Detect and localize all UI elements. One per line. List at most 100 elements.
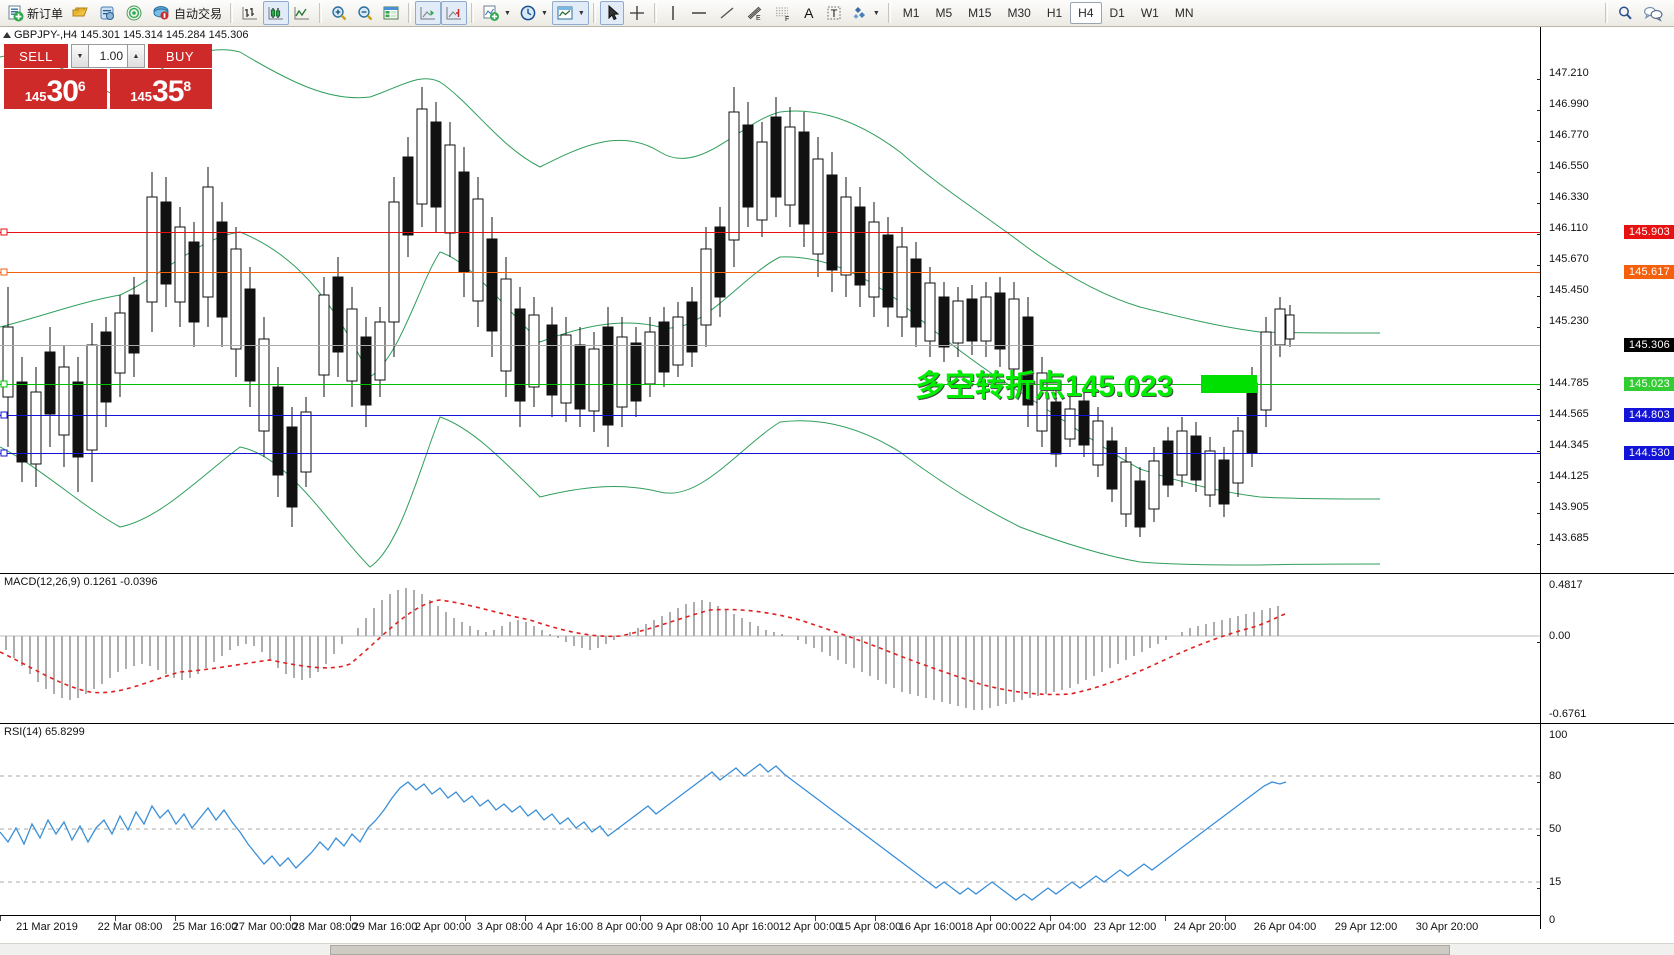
- sell-button[interactable]: SELL: [4, 44, 68, 68]
- price-tick: 144.125: [1537, 470, 1589, 488]
- cursor-button[interactable]: [599, 1, 624, 25]
- level-line-144-530[interactable]: [0, 453, 1540, 454]
- level-line-144-803[interactable]: [0, 415, 1540, 416]
- horizontal-line-button[interactable]: [685, 1, 713, 25]
- chevron-down-icon[interactable]: ▼: [504, 9, 511, 17]
- price-pane[interactable]: GBPJPY-,H4 145.301 145.314 145.284 145.3…: [0, 27, 1674, 573]
- candle-group-4: [546, 87, 768, 447]
- volume-stepper[interactable]: ▼ 1.00 ▲: [71, 44, 145, 68]
- zoom-in-button[interactable]: [326, 1, 352, 25]
- rsi-pane[interactable]: RSI(14) 65.8299 100 80 50 15 0: [0, 723, 1674, 929]
- equidistant-channel-button[interactable]: E: [741, 1, 769, 25]
- price-axis[interactable]: 147.210 146.990 146.770 146.550 146.330 …: [1537, 27, 1674, 573]
- chevron-down-icon[interactable]: ▼: [577, 9, 585, 17]
- chat-button[interactable]: [1638, 1, 1668, 25]
- candlestick-chart-button[interactable]: [263, 1, 290, 25]
- trend-line-button[interactable]: [713, 1, 741, 25]
- chart-shift-button[interactable]: [415, 1, 442, 25]
- timeframe-m5[interactable]: M5: [935, 6, 953, 20]
- level-handle-145-617[interactable]: [0, 268, 8, 276]
- level-handle-145-023[interactable]: [0, 380, 8, 388]
- macd-pane[interactable]: MACD(12,26,9) 0.1261 -0.0396: [0, 573, 1674, 723]
- new-order-button[interactable]: 新订单: [2, 1, 67, 25]
- level-handle-144-803[interactable]: [0, 411, 8, 419]
- volume-input[interactable]: 1.00: [99, 49, 123, 63]
- fibonacci-button[interactable]: F: [769, 1, 797, 25]
- volume-decrease-icon[interactable]: ▼: [72, 45, 89, 67]
- timeframe-m1[interactable]: M1: [902, 6, 920, 20]
- price-label-current: 145.306: [1623, 338, 1674, 352]
- level-handle-144-530[interactable]: [0, 449, 8, 457]
- level-line-145-023[interactable]: [0, 384, 1540, 385]
- price-label-145-023[interactable]: 145.023: [1623, 377, 1674, 391]
- text-button[interactable]: A: [797, 1, 821, 25]
- crosshair-button[interactable]: [624, 1, 650, 25]
- price-label-144-803[interactable]: 144.803: [1623, 408, 1674, 422]
- period-button[interactable]: ▼: [515, 1, 552, 25]
- price-plot[interactable]: 多空转折点145.023: [0, 27, 1540, 573]
- trend-line-icon: [720, 7, 734, 19]
- buy-button[interactable]: BUY: [148, 44, 212, 68]
- bar-chart-button[interactable]: [237, 1, 263, 25]
- chevron-down-icon[interactable]: ▼: [872, 9, 880, 17]
- auto-trading-icon: [153, 6, 169, 20]
- horizontal-scrollbar[interactable]: [0, 943, 1674, 955]
- level-handle-145-903[interactable]: [0, 228, 8, 236]
- buy-price-whole: 145: [130, 89, 153, 104]
- timeframe-w1[interactable]: W1: [1140, 6, 1159, 20]
- folder-button[interactable]: [67, 1, 94, 25]
- time-axis[interactable]: 21 Mar 2019 22 Mar 08:00 25 Mar 16:00 27…: [0, 915, 1540, 941]
- text-label-icon: T: [827, 6, 841, 20]
- pivot-annotation: 多空转折点145.023: [915, 370, 1174, 403]
- data-window-button[interactable]: [378, 1, 404, 25]
- sell-price-display[interactable]: 145 30 6: [4, 69, 107, 109]
- scrollbar-thumb[interactable]: [330, 945, 1450, 955]
- indicators-button[interactable]: ▼: [551, 1, 589, 25]
- timeframe-m30[interactable]: M30: [1007, 6, 1031, 20]
- templates-button[interactable]: ▼: [478, 1, 515, 25]
- zoom-out-button[interactable]: [352, 1, 378, 25]
- time-separator: [990, 916, 991, 921]
- buy-price-display[interactable]: 145 35 8: [109, 69, 212, 109]
- rsi-chart-svg: [0, 763, 1540, 901]
- toolbar-right-group: [1601, 1, 1674, 25]
- text-label-button[interactable]: T: [821, 1, 847, 25]
- time-label: 26 Apr 04:00: [1253, 921, 1317, 933]
- vertical-line-button[interactable]: [661, 1, 685, 25]
- time-label: 30 Apr 20:00: [1415, 921, 1479, 933]
- auto-scroll-icon: [446, 7, 462, 20]
- timeframe-h1[interactable]: H1: [1046, 6, 1063, 20]
- rsi-plot[interactable]: [0, 724, 1540, 929]
- timeframe-m15[interactable]: M15: [968, 6, 992, 20]
- print-preview-button[interactable]: [94, 1, 121, 25]
- time-separator: [640, 916, 641, 921]
- auto-trading-button[interactable]: 自动交易: [148, 1, 226, 25]
- timeframe-d1[interactable]: D1: [1109, 6, 1125, 20]
- timeframe-h4[interactable]: H4: [1070, 2, 1102, 24]
- signal-button[interactable]: [121, 1, 148, 25]
- price-label-145-903[interactable]: 145.903: [1623, 225, 1674, 239]
- horizontal-line-icon: [691, 12, 706, 14]
- timeframe-mn[interactable]: MN: [1174, 6, 1194, 20]
- shapes-button[interactable]: ▼: [847, 1, 884, 25]
- clock-icon: [520, 5, 536, 21]
- line-chart-button[interactable]: [289, 1, 315, 25]
- volume-increase-icon[interactable]: ▲: [127, 45, 144, 67]
- macd-plot[interactable]: [0, 574, 1540, 723]
- level-line-145-903[interactable]: [0, 232, 1540, 233]
- auto-scroll-button[interactable]: [441, 1, 468, 25]
- candle-group-6: [994, 277, 1216, 537]
- price-label-144-530[interactable]: 144.530: [1623, 446, 1674, 460]
- level-line-145-617[interactable]: [0, 272, 1540, 273]
- chart-area[interactable]: GBPJPY-,H4 145.301 145.314 145.284 145.3…: [0, 27, 1674, 955]
- auto-trading-label: 自动交易: [174, 6, 223, 21]
- one-click-trading-panel[interactable]: SELL ▼ 1.00 ▲ BUY 145 30 6 145 35 8: [4, 44, 212, 109]
- price-tick: 146.330: [1537, 191, 1589, 209]
- chevron-down-icon[interactable]: ▼: [540, 9, 548, 17]
- search-button[interactable]: [1612, 1, 1638, 25]
- time-label: 24 Apr 20:00: [1173, 921, 1237, 933]
- buy-price-big: 35: [152, 75, 184, 108]
- toolbar-separator: [592, 3, 596, 23]
- price-label-145-617[interactable]: 145.617: [1623, 265, 1674, 279]
